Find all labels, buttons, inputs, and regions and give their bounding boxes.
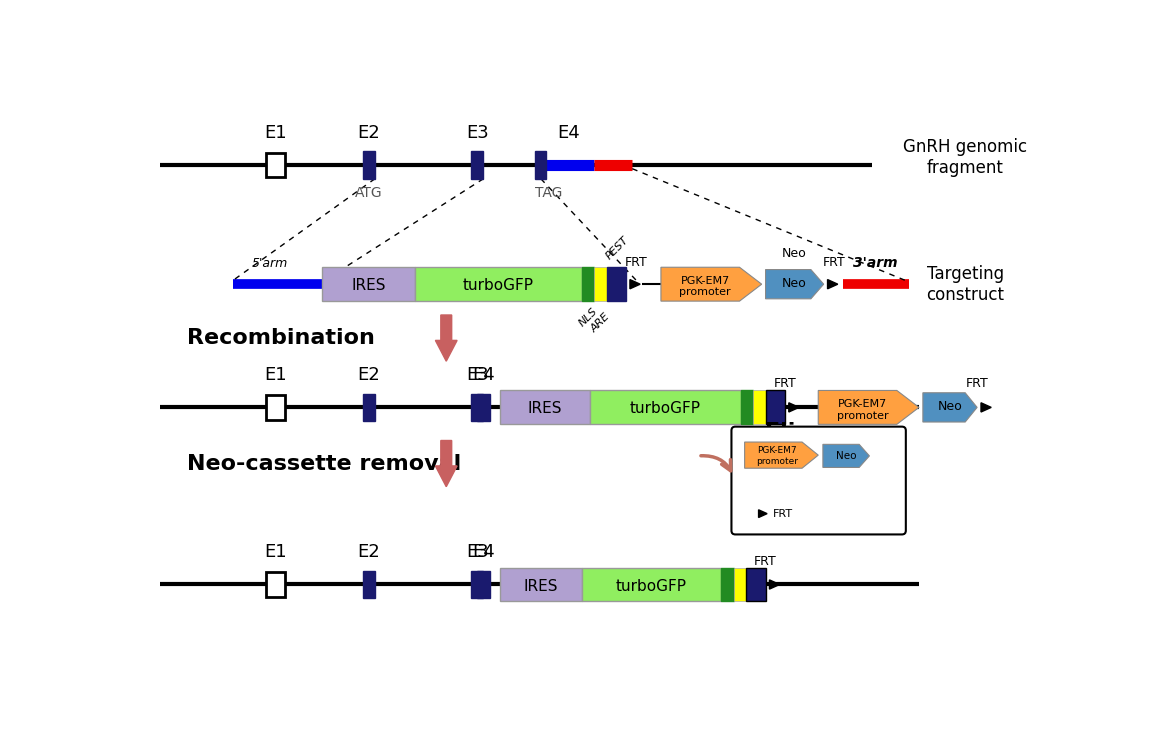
Text: E3: E3 — [465, 124, 488, 142]
Text: turboGFP: turboGFP — [616, 578, 687, 594]
Text: E1: E1 — [265, 124, 287, 142]
Bar — [590, 390, 741, 425]
Bar — [594, 267, 607, 301]
Bar — [471, 151, 484, 179]
Text: FRT: FRT — [755, 555, 776, 567]
Bar — [741, 390, 753, 425]
Bar — [363, 571, 374, 598]
Bar — [582, 567, 721, 602]
Text: Flippase: Flippase — [765, 422, 871, 442]
Text: Neo: Neo — [836, 451, 856, 461]
Text: 5'arm: 5'arm — [252, 258, 288, 270]
Polygon shape — [661, 267, 761, 301]
Bar — [323, 267, 415, 301]
Bar — [415, 267, 582, 301]
Polygon shape — [823, 444, 870, 468]
Bar — [363, 394, 374, 421]
Bar — [266, 152, 285, 177]
Text: turboGFP: turboGFP — [463, 278, 533, 294]
Text: IRES: IRES — [523, 578, 558, 594]
Text: Neo: Neo — [938, 400, 962, 413]
Text: Neo: Neo — [782, 247, 806, 261]
FancyBboxPatch shape — [732, 427, 905, 534]
Polygon shape — [770, 580, 780, 589]
Text: ARE: ARE — [589, 312, 612, 335]
Text: FRT: FRT — [773, 378, 796, 390]
Polygon shape — [758, 509, 767, 518]
Text: IRES: IRES — [351, 278, 386, 294]
Text: IRES: IRES — [528, 401, 562, 417]
Bar — [363, 151, 374, 179]
Text: E4: E4 — [558, 124, 581, 142]
Polygon shape — [630, 280, 641, 289]
Text: E1: E1 — [265, 366, 287, 384]
Bar — [753, 390, 766, 425]
Text: E4: E4 — [472, 366, 495, 384]
Text: TAG: TAG — [535, 187, 562, 201]
Bar — [746, 567, 766, 602]
Text: PEST: PEST — [605, 234, 631, 261]
Polygon shape — [818, 390, 919, 425]
Bar — [734, 567, 746, 602]
Polygon shape — [435, 315, 457, 361]
Bar — [607, 267, 626, 301]
Text: Recombination: Recombination — [187, 328, 374, 348]
Text: Targeting
construct: Targeting construct — [926, 265, 1005, 304]
Text: E2: E2 — [357, 543, 380, 561]
Bar — [477, 394, 490, 421]
Bar — [266, 395, 285, 419]
Bar — [766, 390, 785, 425]
Text: FRT: FRT — [773, 509, 793, 520]
Text: E2: E2 — [357, 124, 380, 142]
Text: 3'arm: 3'arm — [854, 256, 897, 270]
Text: FRT: FRT — [624, 255, 647, 269]
Text: ATG: ATG — [355, 187, 382, 201]
Polygon shape — [827, 280, 838, 289]
Text: FRT: FRT — [965, 378, 988, 390]
Text: GnRH genomic
fragment: GnRH genomic fragment — [903, 138, 1028, 176]
Bar — [500, 567, 582, 602]
Text: E3: E3 — [465, 366, 488, 384]
Text: Neo-cassette removal: Neo-cassette removal — [187, 454, 461, 474]
Polygon shape — [766, 269, 824, 299]
Text: PGK-EM7
promoter: PGK-EM7 promoter — [680, 276, 730, 297]
Bar — [582, 267, 594, 301]
Bar — [721, 567, 734, 602]
Bar — [536, 151, 546, 179]
Bar — [266, 572, 285, 597]
Text: Neo: Neo — [782, 277, 806, 290]
Bar — [471, 571, 484, 598]
Polygon shape — [744, 442, 818, 468]
Text: FRT: FRT — [823, 255, 846, 269]
Bar — [477, 571, 490, 598]
Text: PGK-EM7
promoter: PGK-EM7 promoter — [756, 447, 798, 466]
Text: turboGFP: turboGFP — [629, 401, 700, 417]
Text: E4: E4 — [472, 543, 495, 561]
Polygon shape — [923, 393, 977, 422]
Polygon shape — [789, 403, 799, 412]
Text: PGK-EM7
promoter: PGK-EM7 promoter — [836, 399, 888, 420]
Text: E1: E1 — [265, 543, 287, 561]
Text: E3: E3 — [465, 543, 488, 561]
Text: E2: E2 — [357, 366, 380, 384]
Polygon shape — [435, 441, 457, 487]
Polygon shape — [982, 403, 991, 412]
Text: NLS: NLS — [577, 306, 599, 328]
Bar — [471, 394, 484, 421]
Bar — [500, 390, 590, 425]
